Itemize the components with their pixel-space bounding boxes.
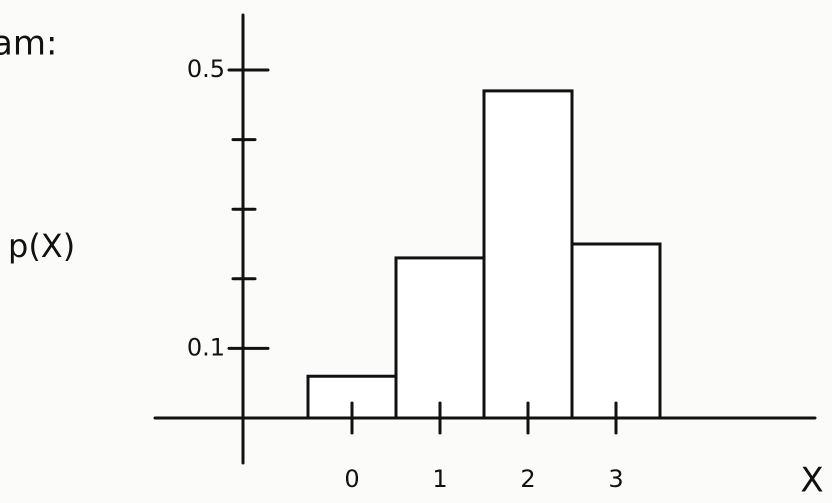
x-axis-label: X	[800, 461, 823, 501]
x-tick-label: 1	[432, 465, 447, 493]
y-tick-label: 0.1	[187, 333, 225, 361]
bar	[396, 258, 484, 418]
x-tick-label: 2	[520, 465, 535, 493]
bar	[572, 244, 660, 418]
y-tick-label: 0.5	[187, 55, 225, 83]
chart: am: p(X) X 0 1 2 3 0.1 0.5	[0, 0, 832, 503]
bar	[484, 91, 572, 418]
x-tick-label: 0	[344, 465, 359, 493]
y-axis-label: p(X)	[8, 227, 75, 265]
annotation: am:	[0, 24, 57, 64]
x-tick-label: 3	[608, 465, 623, 493]
